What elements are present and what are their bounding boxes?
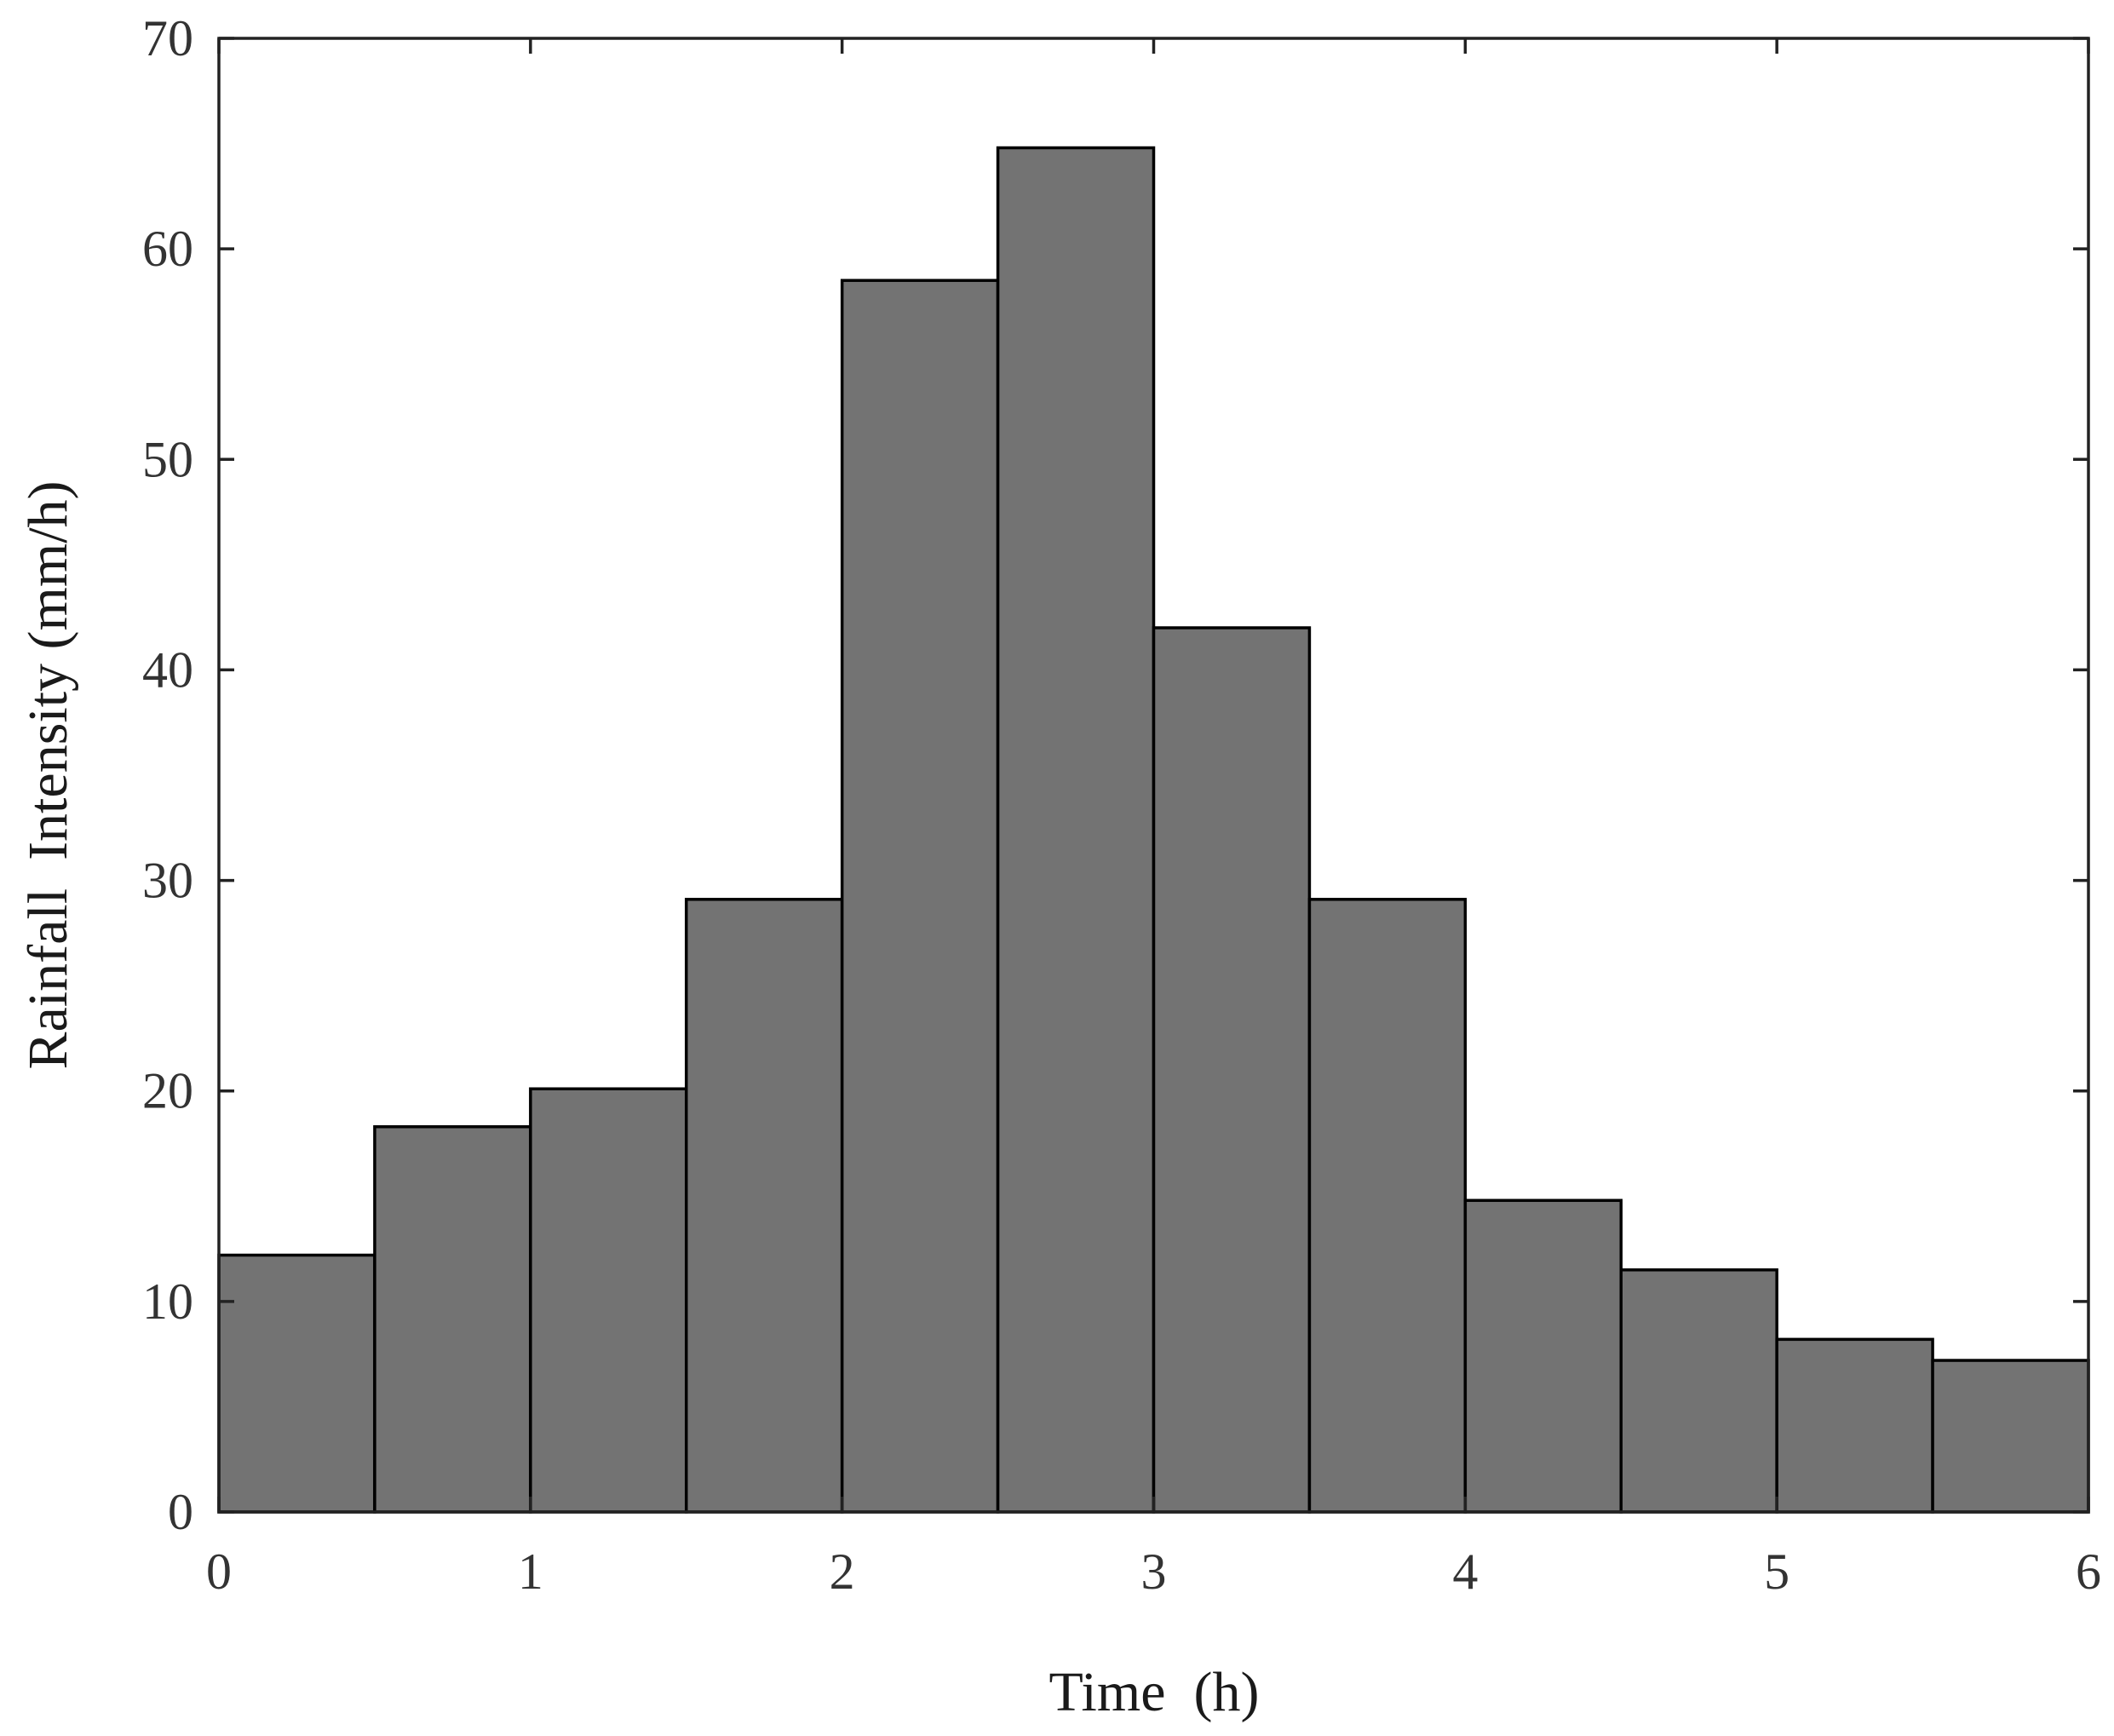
y-tick-label: 70	[142, 10, 193, 66]
histogram-bar	[1775, 1337, 1934, 1514]
histogram-bar	[373, 1124, 532, 1514]
x-tick-label: 0	[206, 1543, 232, 1600]
x-axis-label: Time (h)	[1049, 1661, 1260, 1723]
histogram-bar	[996, 146, 1156, 1514]
histogram-bar	[685, 898, 844, 1514]
histogram-bar	[840, 279, 1000, 1514]
y-tick-label: 20	[142, 1063, 193, 1119]
histogram-bar	[1307, 898, 1468, 1514]
x-tick-label: 1	[518, 1543, 543, 1600]
x-tick-label: 5	[1764, 1543, 1789, 1600]
histogram-bar	[1931, 1359, 2090, 1514]
y-tick-label: 30	[142, 853, 193, 909]
x-tick-label: 2	[830, 1543, 855, 1600]
histogram-bar	[1463, 1199, 1623, 1514]
x-tick-label: 4	[1452, 1543, 1478, 1600]
y-axis-label: Rainfall Intensity (mm/h)	[17, 480, 79, 1069]
y-tick-label: 60	[142, 221, 193, 277]
y-tick-label: 50	[142, 431, 193, 487]
y-tick-label: 10	[142, 1273, 193, 1330]
y-tick-labels: 0 10 20 30 40 50 60 70	[142, 10, 193, 1540]
histogram-bar	[1619, 1268, 1778, 1514]
x-tick-labels: 0 1 2 3 4 5 6	[206, 1543, 2101, 1600]
plot-frame	[217, 37, 2090, 1514]
x-tick-label: 6	[2076, 1543, 2101, 1600]
histogram-bar	[529, 1087, 688, 1514]
y-tick-label: 40	[142, 641, 193, 698]
y-tick-label: 0	[168, 1484, 193, 1540]
histogram-bar	[217, 1253, 376, 1514]
x-tick-label: 3	[1141, 1543, 1167, 1600]
bars-group	[217, 146, 2090, 1514]
histogram-bar	[1152, 626, 1312, 1514]
